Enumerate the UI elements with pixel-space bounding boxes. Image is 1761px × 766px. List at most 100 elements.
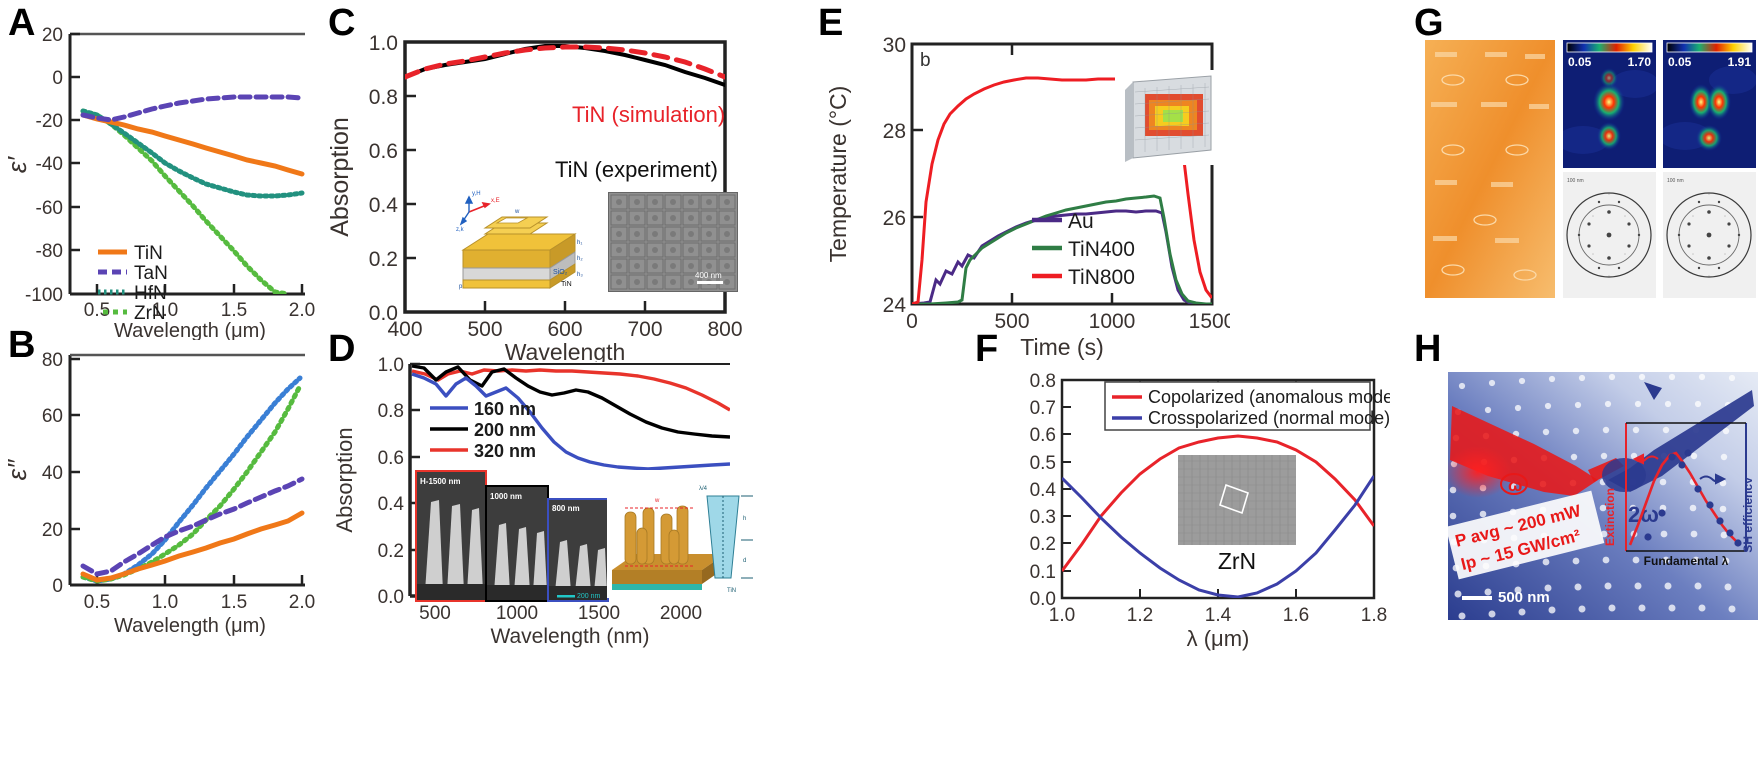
panel-a-xtick-0: 0.5	[84, 300, 110, 321]
panel-a-xtick-2: 1.5	[221, 300, 247, 321]
panel-f-legend-1: Crosspolarized (normal mode)	[1148, 408, 1390, 428]
panel-c-xtick-4: 800	[707, 318, 742, 341]
panel-f-ytick-6: 0.2	[1030, 534, 1056, 555]
panel-b-xlabel: Wavelength (μm)	[114, 615, 266, 637]
panel-b-curve-tan	[80, 476, 305, 577]
panel-c-inset-label-sio2: SiO₂	[553, 269, 568, 276]
panel-g-label: G	[1414, 2, 1444, 44]
panel-d-curve-320	[411, 368, 730, 412]
svg-text:d: d	[743, 558, 746, 564]
panel-c-chart: 1.0 0.8 0.6 0.4 0.2 0.0 400 500 600 700 …	[320, 22, 750, 362]
panel-c-ytick-3: 0.4	[369, 194, 399, 217]
panel-d-ytick-4: 0.2	[378, 541, 404, 562]
panel-c-xtick-3: 700	[627, 318, 662, 341]
svg-text:h: h	[743, 516, 746, 522]
panel-d-xlabel: Wavelength (nm)	[490, 625, 649, 648]
panel-a-curve-zrn	[80, 108, 291, 294]
panel-e-curve-tin400	[912, 194, 1212, 304]
svg-text:TiN: TiN	[727, 588, 736, 594]
panel-a-ytick-4: -60	[36, 198, 63, 219]
panel-e-ytick-1: 28	[883, 120, 906, 143]
panel-a-legend-3: ZrN	[134, 303, 166, 324]
panel-c-xtick-2: 600	[547, 318, 582, 341]
panel-d-legend-2: 320 nm	[474, 441, 536, 461]
panel-e-ytick-0: 30	[883, 34, 906, 57]
panel-c-inset-label-h1: h₁	[577, 240, 582, 246]
panel-b-curve-tin	[80, 510, 305, 583]
panel-f-curve-copolarized	[1062, 434, 1374, 572]
panel-c-inset-schematic: x,E y,H z,k SiO₂ TiN h₁ h₂ h₃ w p	[455, 182, 595, 292]
panel-a-ytick-6: -100	[25, 285, 63, 306]
panel-e-sublabel: b	[920, 50, 931, 71]
panel-e-chart: 30 28 26 24 0 500 1000 1500 Time (s) Tem…	[810, 22, 1230, 362]
panel-f-xtick-2: 1.4	[1205, 605, 1232, 626]
panel-g-fieldmap-2	[1663, 40, 1756, 168]
panel-c-sem-scalebar-label: 400 nm	[695, 271, 722, 280]
panel-a-curve-hfn	[80, 108, 305, 199]
panel-e-xtick-2: 1000	[1089, 310, 1136, 333]
panel-g-colorbar-1: 0.05 1.70	[1563, 40, 1656, 70]
panel-f-ytick-2: 0.6	[1030, 425, 1056, 446]
panel-a-ytick-5: -80	[36, 241, 63, 262]
panel-c-curve-exp	[405, 44, 725, 87]
panel-f-inset-caption: ZrN	[1217, 548, 1257, 574]
panel-e-legend-1: TiN400	[1068, 238, 1135, 261]
panel-d-inset-sem-1000: 1000 nm	[485, 485, 549, 602]
panel-f-xtick-0: 1.0	[1049, 605, 1075, 626]
panel-e-xtick-1: 500	[994, 310, 1029, 333]
panel-a-chart: 20 0 -20 -40 -60 -80 -100 0.5 1.0 1.5 2.…	[0, 20, 320, 340]
panel-h-scalebar-label: 500 nm	[1498, 589, 1550, 606]
panel-g-fieldmap-1	[1563, 40, 1656, 168]
panel-g-colorbar-2-min: 0.05	[1668, 55, 1692, 69]
panel-d-inset-label-1000: 1000 nm	[490, 492, 522, 501]
panel-d-ytick-5: 0.0	[378, 587, 404, 608]
panel-c-inset-label-h3: h₃	[577, 272, 583, 278]
panel-d-inset-scalebar-label: 200 nm	[577, 593, 601, 600]
panel-f-xtick-4: 1.8	[1361, 605, 1387, 626]
panel-d-xtick-0: 500	[419, 603, 451, 624]
panel-b-ytick-4: 0	[52, 576, 63, 597]
panel-b-xtick-2: 1.5	[221, 592, 247, 613]
panel-d-chart: 1.0 0.8 0.6 0.4 0.2 0.0 500 1000 1500 20…	[320, 348, 760, 648]
panel-d-ylabel: Absorption	[332, 427, 357, 532]
panel-c-ytick-2: 0.6	[369, 140, 398, 163]
panel-c-ytick-5: 0.0	[369, 302, 398, 325]
svg-text:100 nm: 100 nm	[1667, 178, 1684, 184]
panel-f-curve-crosspolarized	[1062, 475, 1374, 598]
panel-c-xtick-0: 400	[387, 318, 422, 341]
panel-a-curve-tan	[80, 94, 305, 123]
panel-f-legend-0: Copolarized (anomalous mode)	[1148, 387, 1390, 407]
panel-h-sem-photo: ω 2ω P avg ~ 200 mW Ip ~ 15 GW/cm² 500 n…	[1448, 372, 1758, 620]
panel-d-inset-sem-800: 800 nm 200 nm	[547, 498, 609, 602]
panel-c-curve-sim	[405, 44, 725, 80]
panel-e-ytick-3: 24	[883, 294, 907, 317]
panel-b-chart: 80 60 40 20 0 0.5 1.0 1.5 2.0 Wavelength…	[0, 345, 320, 645]
panel-b-ytick-3: 20	[42, 520, 63, 541]
panel-c-inset-label-w: w	[514, 209, 520, 215]
panel-a-xtick-1: 1.0	[152, 300, 178, 321]
panel-d-inset-schematic: λ/4 h d w TiN	[607, 470, 757, 598]
panel-b-xtick-0: 0.5	[84, 592, 110, 613]
panel-f-xtick-1: 1.2	[1127, 605, 1153, 626]
panel-d-legend: 160 nm 200 nm 320 nm	[430, 399, 536, 461]
panel-c-ytick-0: 1.0	[369, 32, 398, 55]
panel-c-xlabel: Wavelength	[505, 339, 626, 362]
panel-e-xlabel: Time (s)	[1020, 334, 1103, 360]
panel-b-xtick-1: 1.0	[152, 592, 178, 613]
panel-d-xtick-3: 2000	[660, 603, 702, 624]
panel-a-ytick-1: 0	[52, 68, 63, 89]
panel-f-ytick-4: 0.4	[1030, 480, 1057, 501]
panel-a-legend-0: TiN	[134, 243, 163, 264]
panel-f-ytick-3: 0.5	[1030, 453, 1056, 474]
panel-a-legend-2: HfN	[134, 283, 167, 304]
panel-d-ytick-0: 1.0	[378, 355, 404, 376]
panel-d-legend-0: 160 nm	[474, 399, 536, 419]
panel-c-ylabel: Absorption	[326, 117, 354, 237]
panel-f-legend: Copolarized (anomalous mode) Crosspolari…	[1104, 381, 1390, 431]
panel-a-curve-tin	[80, 112, 305, 177]
panel-e-legend-2: TiN800	[1068, 266, 1135, 289]
panel-d-inset-sem-1500: H-1500 nm	[415, 470, 487, 602]
panel-c-annotation-simulation: TiN (simulation)	[572, 102, 725, 127]
panel-a-legend-1: TaN	[134, 263, 168, 284]
panel-e-ylabel: Temperature (°C)	[825, 86, 851, 263]
